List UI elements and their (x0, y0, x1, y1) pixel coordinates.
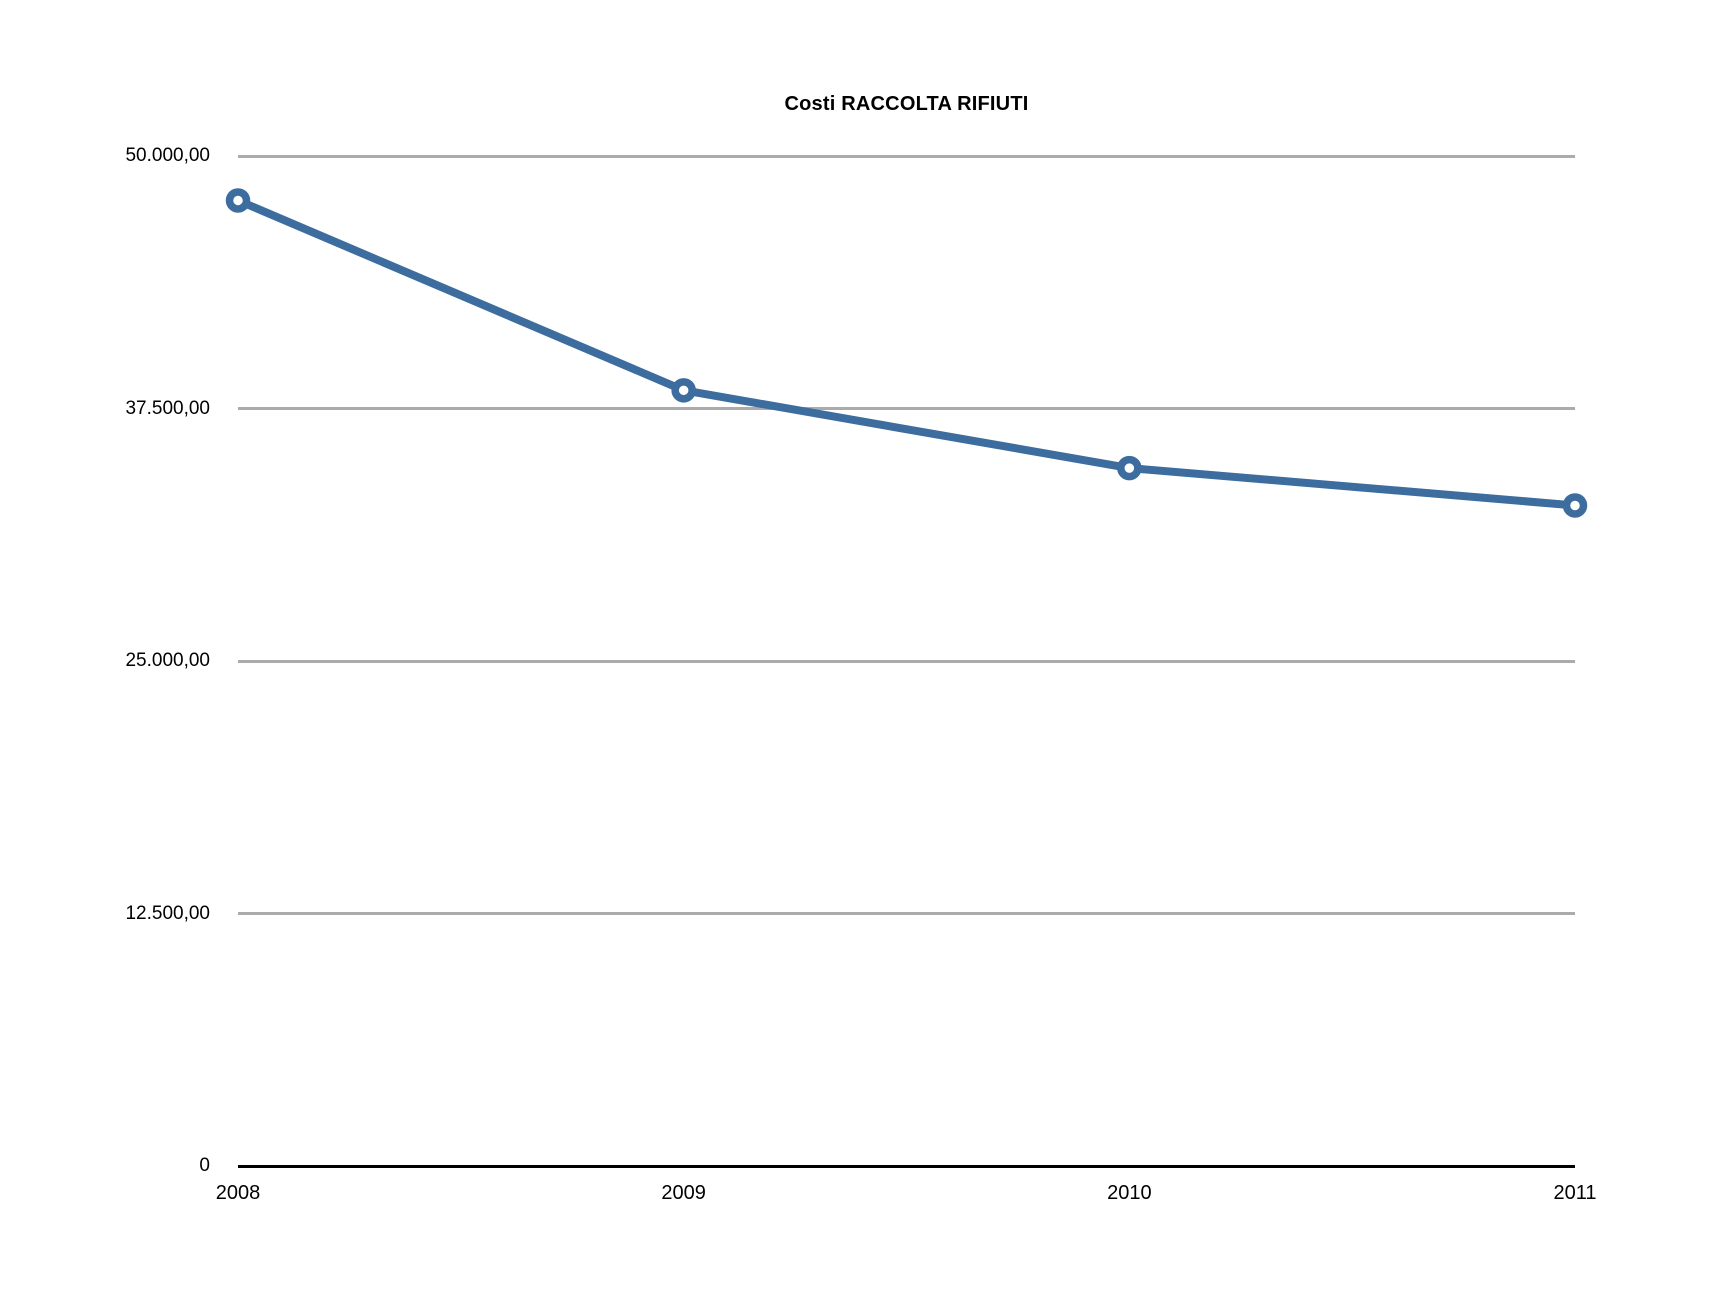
x-tick-label: 2010 (1107, 1182, 1152, 1204)
gridline (238, 407, 1575, 410)
y-tick-label: 12.500,00 (125, 902, 210, 924)
y-tick-label: 25.000,00 (125, 650, 210, 671)
data-point-marker (225, 188, 251, 213)
data-point-marker (671, 378, 696, 403)
y-tick-label: 0 (199, 1155, 210, 1176)
x-axis-line (238, 1164, 1575, 1168)
plot-area (225, 154, 1588, 1168)
chart-title: Costi RACCOLTA RIFIUTI (784, 93, 1029, 115)
gridline (238, 154, 1575, 158)
y-tick-label: 50.000,00 (125, 145, 210, 166)
gridline (238, 659, 1575, 663)
series-line (234, 196, 1579, 510)
x-tick-label: 2011 (1553, 1182, 1597, 1204)
y-tick-label: 37.500,00 (125, 397, 210, 419)
data-point-marker (1117, 455, 1142, 481)
gridline (238, 912, 1575, 915)
data-point-marker (1562, 493, 1588, 518)
x-tick-label: 2008 (215, 1182, 261, 1204)
x-tick-label: 2009 (661, 1182, 706, 1204)
line-series (225, 188, 1588, 518)
